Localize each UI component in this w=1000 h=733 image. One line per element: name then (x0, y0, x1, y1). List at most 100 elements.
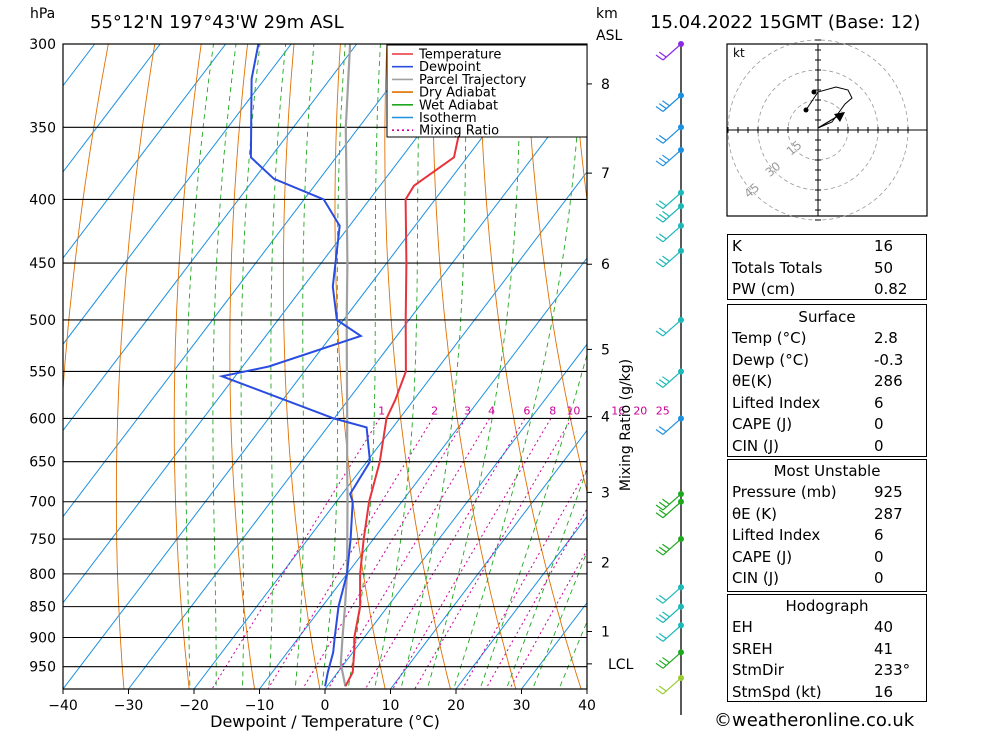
wind-barb (655, 371, 682, 388)
stat-row: PW (cm) 0.82 (732, 279, 922, 300)
plot-frame (62, 43, 588, 690)
legend-label: Wet Adiabat (419, 98, 498, 113)
dry-adiabat-line (115, 44, 156, 689)
wet-adiabat-line (212, 44, 237, 689)
wind-barb (655, 624, 682, 642)
pressure-tick-label: 350 (29, 120, 56, 136)
indices-panel: K 16 Totals Totals 50 PW (cm) 0.82 (727, 234, 927, 300)
wet-adiabat-line (294, 44, 315, 689)
pressure-tick-label: 850 (29, 600, 56, 616)
stat-key: θE(K) (732, 372, 773, 390)
height-tick-label: 1 (601, 624, 610, 640)
wind-barb (655, 192, 682, 210)
wind-barb (655, 205, 682, 223)
wet-adiabat-line (453, 44, 583, 689)
mixing-ratio-line (509, 548, 587, 689)
stat-key: K (732, 237, 742, 255)
isotherm-line (63, 44, 554, 689)
stat-row: Dewp (°C) -0.3 (732, 350, 922, 371)
mixing-ratio-label: 2 (431, 404, 438, 417)
dry-adiabat-line (479, 44, 582, 689)
isotherm-line (63, 44, 358, 432)
stat-row: StmSpd (kt) 16 (732, 682, 922, 703)
dry-adiabat-line (63, 44, 109, 396)
mixing-ratio-label: 8 (549, 404, 556, 417)
stat-value: 0 (874, 547, 884, 566)
parcel-trajectory-line (339, 44, 352, 687)
dry-adiabat-line (282, 44, 321, 689)
mixing-ratio-label: 16 (611, 404, 625, 417)
hodograph-trace (805, 86, 853, 129)
wet-adiabat-line (240, 44, 261, 689)
stat-value: 16 (874, 237, 894, 255)
mixing-ratio-axis-label: Mixing Ratio (g/kg) (618, 359, 634, 491)
pressure-tick-label: 900 (29, 631, 56, 647)
stat-value: 40 (874, 618, 894, 636)
x-tick-label: −10 (245, 698, 275, 714)
dry-adiabat-line (173, 44, 202, 689)
wind-barb (655, 677, 682, 695)
dry-adiabat-line (525, 44, 587, 494)
wind-barb (655, 538, 682, 556)
wind-barb (655, 225, 682, 243)
mixing-ratio-label: 4 (488, 404, 495, 417)
mixing-ratio-line (485, 507, 587, 689)
mixing-ratio-label: 10 (566, 404, 580, 417)
credit-text[interactable]: ©weatheronline.co.uk (714, 710, 915, 731)
x-tick-label: −40 (48, 698, 78, 714)
stat-row: CAPE (J) 0 (732, 547, 922, 568)
stat-key: CIN (J) (732, 569, 780, 587)
isotherm-line (324, 343, 587, 689)
wind-barb (655, 126, 682, 144)
wet-adiabat-line (347, 44, 381, 689)
x-tick-label: 20 (447, 698, 465, 714)
pressure-tick-label: 450 (29, 256, 56, 272)
wind-barb (655, 149, 682, 167)
stat-key: CIN (J) (732, 436, 780, 455)
pressure-tick-label: 650 (29, 455, 56, 471)
stat-value: 925 (874, 483, 903, 501)
stat-value: 41 (874, 639, 894, 658)
stat-key: Pressure (mb) (732, 483, 837, 501)
mixing-ratio-label: 20 (633, 404, 647, 417)
wind-profile (655, 41, 684, 715)
pressure-tick-label: 550 (29, 364, 56, 380)
x-tick-label: 30 (513, 698, 531, 714)
pressure-tick-label: 500 (29, 313, 56, 329)
height-tick-label: 6 (601, 257, 610, 273)
isotherm-line (390, 429, 587, 689)
stat-key: Totals Totals (732, 258, 823, 277)
stat-row: Temp (°C) 2.8 (732, 328, 922, 349)
isotherm-line (63, 44, 423, 518)
x-tick-label: 10 (382, 698, 400, 714)
isotherm-line (455, 515, 587, 689)
stat-key: PW (cm) (732, 280, 796, 298)
stat-value: 16 (874, 682, 894, 701)
height-axis-ticks: 8 7 6 5 4 3 2 1 LCL (587, 77, 634, 673)
wet-adiabat-line (558, 620, 587, 689)
wind-barb (655, 606, 682, 624)
stat-row: Pressure (mb) 925 (732, 482, 922, 503)
mixing-ratio-line (392, 418, 552, 689)
height-tick-label: 7 (601, 166, 610, 182)
stat-row: EH 40 (732, 617, 922, 638)
stat-value: 50 (874, 258, 894, 277)
stat-value: 0 (874, 436, 884, 455)
stat-key: Lifted Index (732, 526, 821, 544)
legend-label: Dewpoint (419, 60, 481, 75)
stat-row: Totals Totals 50 (732, 258, 922, 279)
stat-key: Temp (°C) (732, 329, 807, 347)
wind-barb (655, 586, 682, 604)
mixing-ratio-line (461, 468, 587, 689)
datetime-title: 15.04.2022 15GMT (Base: 12) (650, 12, 920, 33)
stat-row: StmDir 233° (732, 660, 922, 681)
stat-key: Dewp (°C) (732, 350, 810, 369)
wet-adiabat-line (426, 44, 522, 689)
wind-barb (655, 418, 682, 435)
x-tick-label: 0 (321, 698, 330, 714)
stat-value: 6 (874, 393, 884, 412)
stat-value: 286 (874, 372, 903, 390)
